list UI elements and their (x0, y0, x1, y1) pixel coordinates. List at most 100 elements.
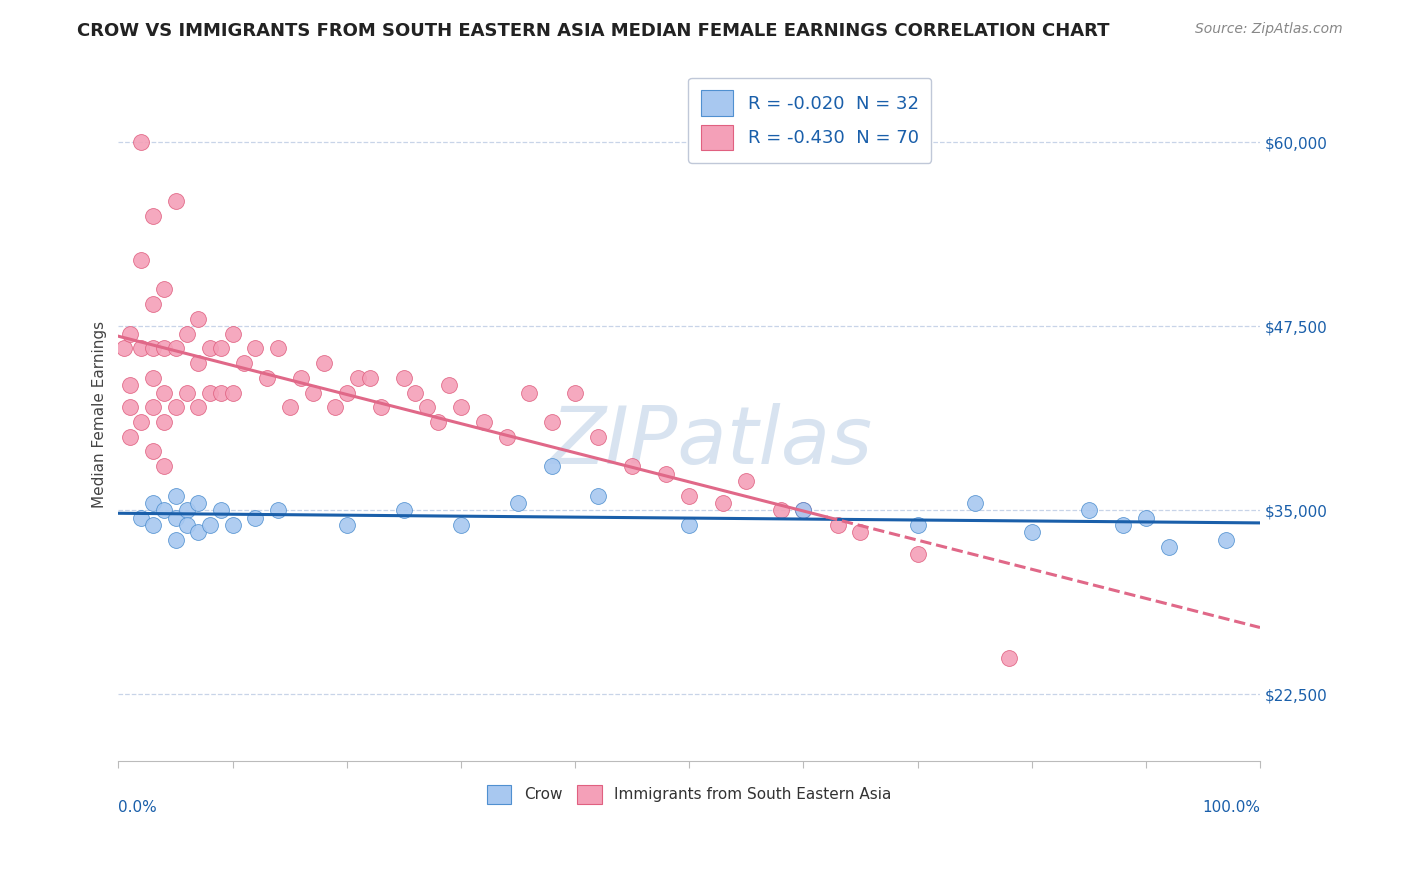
Point (427, 415, 450, 429)
Point (849, 525, 872, 540)
Point (245, 510, 267, 524)
Point (153, 459, 176, 474)
Point (118, 378, 141, 392)
Point (142, 518, 165, 533)
Point (221, 385, 243, 400)
Point (541, 415, 564, 429)
Point (153, 282, 176, 296)
Point (198, 385, 221, 400)
Point (301, 385, 323, 400)
Text: 0.0%: 0.0% (118, 799, 157, 814)
Text: 100.0%: 100.0% (1202, 799, 1260, 814)
Legend: Crow, Immigrants from South Eastern Asia: Crow, Immigrants from South Eastern Asia (479, 777, 898, 812)
Point (176, 326, 198, 341)
Point (142, 297, 165, 311)
Point (209, 503, 232, 517)
Point (1077, 503, 1099, 517)
Point (792, 503, 814, 517)
Point (519, 385, 541, 400)
Point (678, 489, 700, 503)
Point (907, 518, 929, 533)
Point (142, 444, 165, 458)
Point (198, 341, 221, 355)
Point (336, 518, 359, 533)
Point (735, 474, 758, 488)
Point (827, 518, 849, 533)
Point (564, 385, 586, 400)
Point (187, 496, 209, 510)
Point (187, 401, 209, 415)
Point (907, 548, 929, 562)
Point (142, 496, 165, 510)
Point (415, 401, 437, 415)
Point (1021, 525, 1043, 540)
Point (347, 371, 370, 385)
Point (153, 415, 176, 429)
Point (472, 415, 495, 429)
Point (129, 415, 152, 429)
Point (129, 510, 152, 524)
Point (176, 503, 198, 517)
Point (792, 503, 814, 517)
Point (267, 503, 290, 517)
Point (586, 430, 609, 444)
Y-axis label: Median Female Earnings: Median Female Earnings (93, 321, 107, 508)
Point (336, 385, 359, 400)
Point (1112, 518, 1135, 533)
Point (506, 496, 529, 510)
Point (142, 341, 165, 355)
Point (450, 518, 472, 533)
Point (187, 525, 209, 540)
Point (267, 341, 290, 355)
Point (1157, 540, 1180, 554)
Point (370, 401, 392, 415)
Point (153, 341, 176, 355)
Point (165, 194, 187, 208)
Point (713, 496, 735, 510)
Point (129, 135, 152, 149)
Point (112, 341, 135, 355)
Point (153, 385, 176, 400)
Point (392, 371, 415, 385)
Point (325, 401, 347, 415)
Point (963, 496, 986, 510)
Point (541, 459, 564, 474)
Text: Source: ZipAtlas.com: Source: ZipAtlas.com (1195, 22, 1343, 37)
Point (439, 378, 461, 392)
Point (118, 401, 141, 415)
Point (1215, 533, 1237, 547)
Point (165, 341, 187, 355)
Point (142, 209, 165, 223)
Point (769, 503, 792, 517)
Point (118, 326, 141, 341)
Point (187, 356, 209, 370)
Point (187, 311, 209, 326)
Point (142, 401, 165, 415)
Point (290, 371, 312, 385)
Point (392, 503, 415, 517)
Point (153, 503, 176, 517)
Point (209, 341, 232, 355)
Point (142, 371, 165, 385)
Point (359, 371, 381, 385)
Point (312, 356, 335, 370)
Point (198, 518, 221, 533)
Point (176, 385, 198, 400)
Point (209, 385, 232, 400)
Point (118, 430, 141, 444)
Point (165, 533, 187, 547)
Point (165, 510, 187, 524)
Point (450, 401, 472, 415)
Point (621, 459, 644, 474)
Text: ZIPatlas: ZIPatlas (551, 403, 873, 482)
Text: CROW VS IMMIGRANTS FROM SOUTH EASTERN ASIA MEDIAN FEMALE EARNINGS CORRELATION CH: CROW VS IMMIGRANTS FROM SOUTH EASTERN AS… (77, 22, 1109, 40)
Point (678, 518, 700, 533)
Point (245, 341, 267, 355)
Point (165, 489, 187, 503)
Point (278, 401, 301, 415)
Point (129, 252, 152, 267)
Point (404, 385, 426, 400)
Point (998, 650, 1021, 665)
Point (165, 401, 187, 415)
Point (495, 430, 517, 444)
